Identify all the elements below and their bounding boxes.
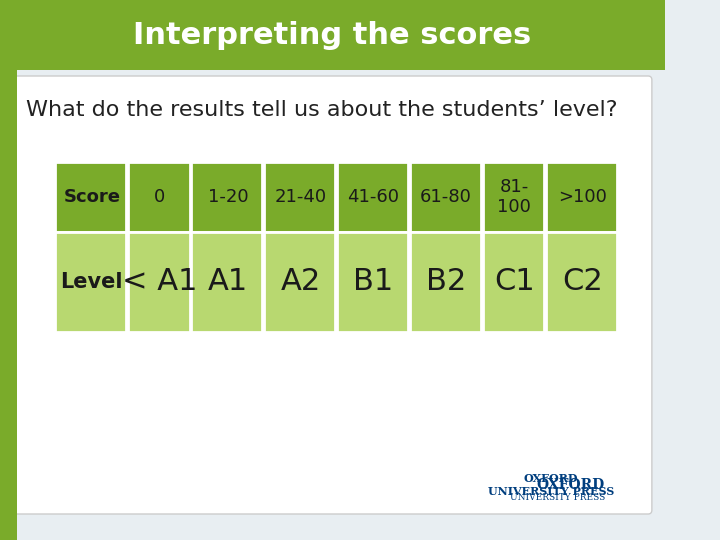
Text: C1: C1 <box>494 267 534 296</box>
FancyBboxPatch shape <box>546 232 617 332</box>
FancyBboxPatch shape <box>192 232 262 332</box>
Text: UNIVERSITY PRESS: UNIVERSITY PRESS <box>510 493 605 502</box>
FancyBboxPatch shape <box>410 162 481 232</box>
Text: < A1: < A1 <box>122 267 197 296</box>
Text: A1: A1 <box>208 267 248 296</box>
Text: 81-
100: 81- 100 <box>498 178 531 217</box>
Text: B2: B2 <box>426 267 467 296</box>
Text: 41-60: 41-60 <box>348 188 400 206</box>
Text: What do the results tell us about the students’ level?: What do the results tell us about the st… <box>26 100 617 120</box>
Text: 0: 0 <box>154 188 166 206</box>
Text: >100: >100 <box>558 188 607 206</box>
Text: Score: Score <box>63 188 120 206</box>
FancyBboxPatch shape <box>410 232 481 332</box>
FancyBboxPatch shape <box>13 76 652 514</box>
Text: 21-40: 21-40 <box>274 188 327 206</box>
FancyBboxPatch shape <box>337 232 408 332</box>
Text: Level: Level <box>60 272 123 292</box>
Text: OXFORD
UNIVERSITY PRESS: OXFORD UNIVERSITY PRESS <box>487 473 614 497</box>
FancyBboxPatch shape <box>482 232 544 332</box>
FancyBboxPatch shape <box>128 232 189 332</box>
FancyBboxPatch shape <box>264 232 336 332</box>
Text: OXFORD: OXFORD <box>536 478 605 492</box>
FancyBboxPatch shape <box>192 162 262 232</box>
Text: B1: B1 <box>354 267 394 296</box>
FancyBboxPatch shape <box>546 162 617 232</box>
FancyBboxPatch shape <box>264 162 336 232</box>
FancyBboxPatch shape <box>128 162 189 232</box>
Text: C2: C2 <box>562 267 603 296</box>
FancyBboxPatch shape <box>337 162 408 232</box>
Text: A2: A2 <box>281 267 320 296</box>
FancyBboxPatch shape <box>55 162 126 232</box>
FancyBboxPatch shape <box>55 232 126 332</box>
Text: 61-80: 61-80 <box>420 188 472 206</box>
FancyBboxPatch shape <box>482 162 544 232</box>
FancyBboxPatch shape <box>0 0 665 70</box>
Text: 1-20: 1-20 <box>207 188 248 206</box>
Text: Interpreting the scores: Interpreting the scores <box>133 21 531 50</box>
FancyBboxPatch shape <box>0 0 17 540</box>
